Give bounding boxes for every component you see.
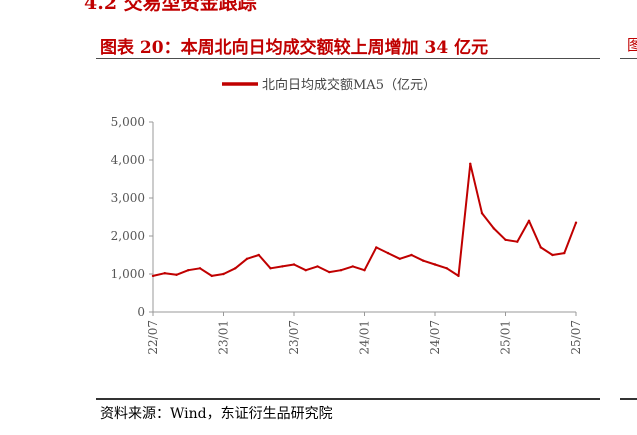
- data-point: [469, 162, 472, 165]
- data-point: [257, 253, 260, 257]
- x-tick-label: 24/01: [358, 320, 372, 355]
- data-point: [269, 267, 272, 270]
- data-point: [422, 259, 425, 262]
- legend-label: 北向日均成交额MA5（亿元）: [262, 77, 436, 93]
- data-point: [551, 253, 554, 257]
- y-tick-label: 0: [137, 305, 145, 319]
- data-point: [480, 212, 484, 215]
- data-point: [175, 273, 178, 276]
- data-point: [398, 257, 401, 260]
- y-tick-label: 2,000: [111, 229, 145, 243]
- figure-title: 图表 20：本周北向日均成交额较上周增加 34 亿元: [100, 38, 489, 58]
- data-point: [363, 269, 366, 272]
- data-point: [328, 270, 331, 274]
- data-point: [351, 265, 354, 268]
- data-point: [410, 253, 413, 257]
- data-point: [516, 240, 519, 243]
- source-note: 资料来源：Wind，东证衍生品研究院: [100, 406, 333, 422]
- data-point: [563, 251, 566, 255]
- x-tick-label: 25/01: [499, 320, 513, 355]
- data-point: [527, 219, 531, 222]
- y-tick-label: 4,000: [111, 153, 145, 167]
- data-point: [445, 267, 448, 270]
- right-panel-rule: [620, 58, 637, 59]
- x-tick-label: 23/07: [287, 320, 301, 355]
- data-point: [375, 246, 378, 249]
- data-point: [234, 267, 237, 270]
- data-point: [539, 246, 542, 249]
- data-point: [163, 272, 166, 275]
- y-tick-label: 5,000: [111, 115, 145, 129]
- data-point: [339, 269, 343, 272]
- data-point: [492, 227, 495, 230]
- data-point: [504, 238, 507, 241]
- data-point: [316, 265, 319, 268]
- data-point: [281, 265, 284, 268]
- x-tick-label: 22/07: [146, 320, 160, 355]
- y-tick-label: 1,000: [111, 267, 145, 281]
- x-tick-label: 23/01: [217, 320, 231, 355]
- data-point: [151, 274, 155, 278]
- data-point: [210, 274, 213, 278]
- source-rule: [96, 398, 600, 400]
- data-point: [574, 221, 578, 224]
- section-heading: 4.2 交易型资金跟踪: [84, 0, 257, 14]
- data-point: [222, 272, 225, 276]
- data-point: [386, 251, 390, 255]
- data-point: [304, 269, 307, 272]
- x-tick-label: 24/07: [428, 320, 442, 355]
- y-tick-label: 3,000: [111, 191, 145, 205]
- data-point: [457, 274, 460, 278]
- data-point: [292, 263, 296, 266]
- series-line-northbound: [152, 162, 577, 277]
- adjacent-figure-fragment: 图: [627, 36, 637, 54]
- x-tick-label: 25/07: [569, 320, 583, 355]
- data-point: [187, 269, 190, 272]
- data-point: [245, 257, 249, 260]
- data-point: [433, 263, 437, 266]
- right-source-rule: [620, 398, 637, 400]
- data-point: [198, 267, 202, 270]
- title-rule: [96, 58, 600, 59]
